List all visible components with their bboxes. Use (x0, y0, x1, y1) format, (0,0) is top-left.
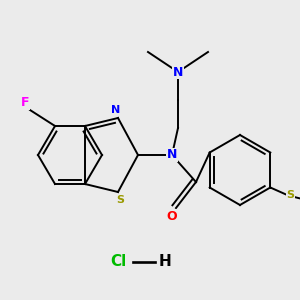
Text: S: S (116, 195, 124, 205)
Text: S: S (286, 190, 294, 200)
Text: Cl: Cl (110, 254, 126, 269)
Text: O: O (167, 209, 177, 223)
Text: N: N (173, 65, 183, 79)
Text: N: N (167, 148, 177, 161)
Text: H: H (159, 254, 171, 269)
Text: F: F (21, 97, 29, 110)
Text: N: N (111, 105, 121, 115)
